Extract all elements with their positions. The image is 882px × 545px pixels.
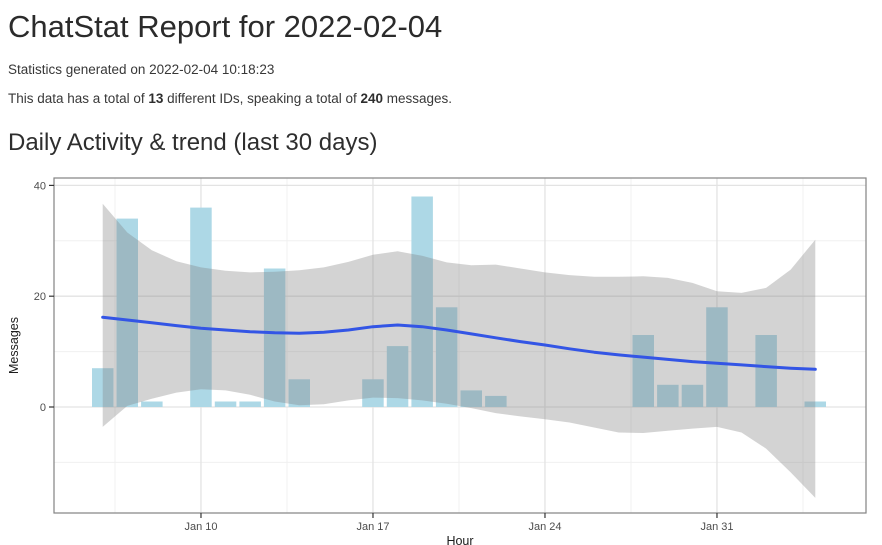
id-count: 13 [148,91,164,106]
trend-line [101,315,817,371]
generated-timestamp: Statistics generated on 2022-02-04 10:18… [8,62,275,77]
message-count: 240 [360,91,384,106]
y-tick-label: 40 [34,180,46,192]
bar [288,379,310,407]
chart-canvas: Jan 10 Jan 17 Jan 24 Jan 31 0 20 40 Hour Messa… [7,177,867,545]
y-tick-label: 20 [34,291,46,303]
bar [804,401,826,407]
bar [632,335,654,407]
bar [116,218,138,407]
bar [214,401,237,407]
confidence-band [102,203,816,498]
x-tick-label: Jan 31 [700,521,733,533]
bar [141,401,163,407]
axis-ticks-and-labels: Jan 10 Jan 17 Jan 24 Jan 31 0 20 40 [34,180,734,533]
summary-text: This data has a total of 13 different ID… [8,91,882,106]
gridlines-major [54,178,866,513]
bar [263,268,286,407]
panel-border [53,177,867,514]
report-page: ChatStat Report for 2022-02-04 Statistic… [0,8,882,545]
summary-part2: different IDs, speaking a total of [163,91,361,106]
bar [190,207,212,407]
confidence-band-area [102,203,816,498]
x-axis-title: Hour [446,534,473,545]
bar [239,401,261,407]
y-axis-title: Messages [7,317,21,374]
report-header: ChatStat Report for 2022-02-04 Statistic… [0,8,882,158]
bar [755,335,777,407]
summary-part3: messages. [383,91,453,106]
x-tick-label: Jan 24 [528,521,561,533]
bar [362,379,384,407]
daily-activity-chart: Jan 10 Jan 17 Jan 24 Jan 31 0 20 40 Hour Messa… [0,168,882,545]
bar [92,368,114,407]
bar [411,196,433,407]
page-title: ChatStat Report for 2022-02-04 [8,9,443,44]
bar [706,307,728,407]
bar [460,390,482,407]
trend-line-path [101,315,817,371]
bar [681,384,704,407]
bar [386,346,409,407]
section-title: Daily Activity & trend (last 30 days) [8,129,378,156]
summary-part1: This data has a total of [8,91,149,106]
gridlines-minor [54,178,866,513]
bar [485,395,507,407]
x-tick-label: Jan 17 [356,521,389,533]
y-tick-label: 0 [40,402,46,414]
x-tick-label: Jan 10 [184,521,217,533]
bar [657,384,679,407]
